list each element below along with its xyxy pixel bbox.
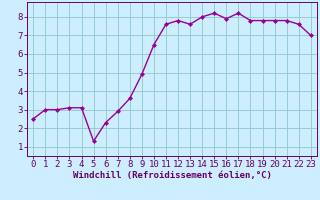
X-axis label: Windchill (Refroidissement éolien,°C): Windchill (Refroidissement éolien,°C) <box>73 171 271 180</box>
